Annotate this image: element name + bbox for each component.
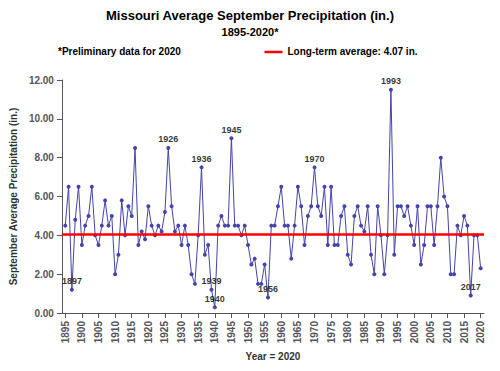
svg-text:1895: 1895 [60,321,71,344]
svg-text:1975: 1975 [326,321,337,344]
svg-text:2015: 2015 [459,321,470,344]
svg-text:*Preliminary data for 2020: *Preliminary data for 2020 [58,46,181,57]
svg-text:1960: 1960 [276,321,287,344]
svg-text:2020: 2020 [475,321,486,344]
svg-text:2000: 2000 [409,321,420,344]
svg-text:1965: 1965 [292,321,303,344]
svg-text:1897: 1897 [62,276,82,286]
svg-text:1939: 1939 [201,276,221,286]
svg-text:2010: 2010 [442,321,453,344]
svg-text:1925: 1925 [159,321,170,344]
svg-text:8.00: 8.00 [34,152,54,163]
svg-text:1936: 1936 [191,154,211,164]
svg-text:12.00: 12.00 [29,75,54,86]
svg-text:1970: 1970 [304,154,324,164]
svg-text:1970: 1970 [309,321,320,344]
svg-text:1945: 1945 [226,321,237,344]
svg-text:2.00: 2.00 [34,269,54,280]
svg-text:2005: 2005 [425,321,436,344]
svg-text:1895-2020*: 1895-2020* [222,26,280,38]
svg-text:1940: 1940 [209,321,220,344]
svg-text:1935: 1935 [193,321,204,344]
svg-text:1910: 1910 [110,321,121,344]
svg-text:1956: 1956 [258,284,278,294]
svg-text:1926: 1926 [158,134,178,144]
svg-text:2017: 2017 [461,282,481,292]
svg-text:1990: 1990 [375,321,386,344]
svg-text:1930: 1930 [176,321,187,344]
svg-text:1980: 1980 [342,321,353,344]
svg-text:1955: 1955 [259,321,270,344]
svg-text:1900: 1900 [76,321,87,344]
svg-text:1920: 1920 [143,321,154,344]
svg-text:1985: 1985 [359,321,370,344]
svg-text:1993: 1993 [381,76,401,86]
svg-text:1905: 1905 [93,321,104,344]
svg-text:September Average Precipitatio: September Average Precipitation (in.) [8,108,19,286]
svg-text:Missouri Average September Pre: Missouri Average September Precipitation… [106,8,394,23]
svg-text:6.00: 6.00 [34,191,54,202]
svg-text:0.00: 0.00 [34,308,54,319]
svg-text:1915: 1915 [126,321,137,344]
svg-text:4.00: 4.00 [34,230,54,241]
svg-text:Long-term average: 4.07 in.: Long-term average: 4.07 in. [288,46,418,57]
svg-text:1950: 1950 [243,321,254,344]
svg-text:Year = 2020: Year = 2020 [246,351,301,362]
svg-text:10.00: 10.00 [29,113,54,124]
svg-text:1945: 1945 [221,125,241,135]
svg-text:1940: 1940 [205,294,225,304]
svg-text:1995: 1995 [392,321,403,344]
